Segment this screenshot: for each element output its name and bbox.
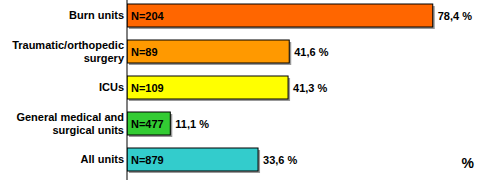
- bar: [127, 4, 433, 27]
- bar: [127, 40, 289, 63]
- category-axis: [127, 0, 128, 180]
- bars: [127, 4, 435, 173]
- chart: N=204 78,4 % N=89 41,6 % N=109 41,3 % N=477 11,…: [0, 0, 480, 180]
- category-label: General medical and surgical units: [2, 111, 124, 137]
- category-label: Burn units: [2, 9, 124, 22]
- category-label: Traumatic/orthopedic surgery: [2, 39, 124, 65]
- data-label: 41,3 %: [293, 82, 327, 94]
- category-label: All units: [2, 153, 124, 166]
- bar-annotation: N=204: [131, 10, 165, 22]
- bar-annotation: N=477: [131, 118, 164, 130]
- bar-annotation: N=109: [131, 82, 164, 94]
- bar: [127, 112, 170, 135]
- bar: [127, 148, 258, 171]
- bar-annotation: N=89: [131, 46, 158, 58]
- data-label: 11,1 %: [175, 118, 209, 130]
- plot: N=204 78,4 % N=89 41,6 % N=109 41,3 % N=477 11,…: [0, 0, 480, 180]
- data-label: 78,4 %: [438, 10, 472, 22]
- labels: N=204 78,4 % N=89 41,6 % N=109 41,3 % N=477 11,…: [131, 10, 472, 166]
- category-label: ICUs: [2, 81, 124, 94]
- data-label: 41,6 %: [294, 46, 328, 58]
- bar: [127, 76, 288, 99]
- data-label: 33,6 %: [263, 154, 297, 166]
- bar-annotation: N=879: [131, 154, 164, 166]
- axis-label: %: [462, 155, 475, 171]
